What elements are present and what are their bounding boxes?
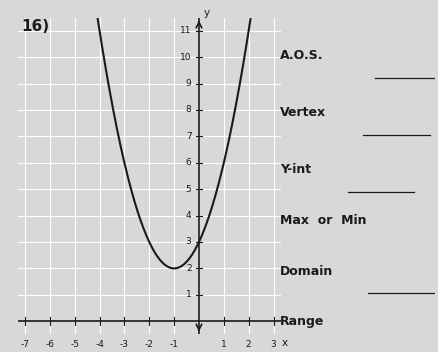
Text: 4: 4 bbox=[185, 211, 191, 220]
Text: 2: 2 bbox=[185, 264, 191, 273]
Text: 11: 11 bbox=[180, 26, 191, 35]
Text: x: x bbox=[281, 338, 287, 348]
Text: -3: -3 bbox=[120, 340, 129, 349]
Text: -5: -5 bbox=[70, 340, 79, 349]
Text: 8: 8 bbox=[185, 106, 191, 114]
Text: A.O.S.: A.O.S. bbox=[279, 49, 322, 62]
Text: -7: -7 bbox=[21, 340, 29, 349]
Text: Max  or  Min: Max or Min bbox=[279, 214, 365, 227]
Text: Range: Range bbox=[279, 315, 323, 328]
Text: -4: -4 bbox=[95, 340, 104, 349]
Text: 16): 16) bbox=[21, 19, 49, 34]
Text: 3: 3 bbox=[270, 340, 276, 349]
Text: -1: -1 bbox=[169, 340, 178, 349]
Text: -6: -6 bbox=[45, 340, 54, 349]
Text: 10: 10 bbox=[180, 53, 191, 62]
Text: Y-int: Y-int bbox=[279, 163, 310, 176]
Text: 9: 9 bbox=[185, 79, 191, 88]
Text: 3: 3 bbox=[185, 238, 191, 246]
Text: 1: 1 bbox=[185, 290, 191, 299]
Text: 6: 6 bbox=[185, 158, 191, 167]
Text: Domain: Domain bbox=[279, 265, 332, 277]
Text: y: y bbox=[203, 8, 209, 18]
Text: -2: -2 bbox=[145, 340, 153, 349]
Text: 1: 1 bbox=[220, 340, 226, 349]
Text: 5: 5 bbox=[185, 185, 191, 194]
Text: 7: 7 bbox=[185, 132, 191, 141]
Text: 2: 2 bbox=[245, 340, 251, 349]
Text: Vertex: Vertex bbox=[279, 106, 325, 119]
